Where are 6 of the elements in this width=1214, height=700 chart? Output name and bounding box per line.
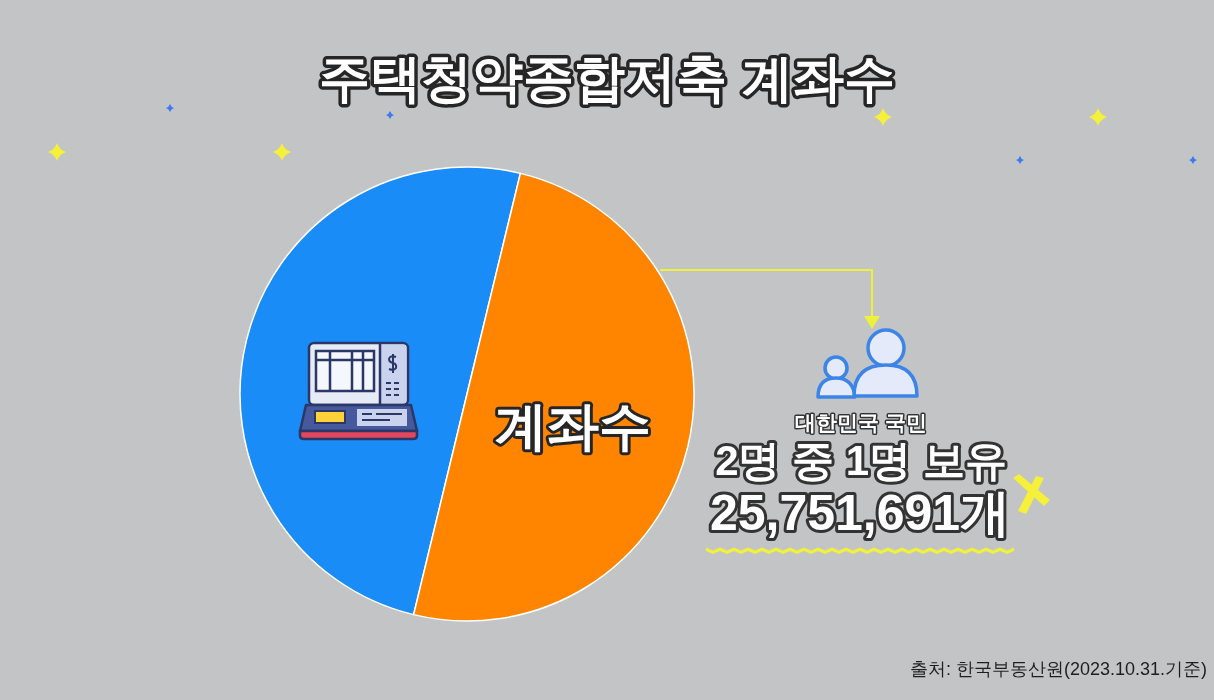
annotation: 2명 중 1명 보유 — [715, 436, 1007, 484]
annotation: 25,751,691개 — [709, 485, 1011, 541]
source: 출처: 한국부동산원(2023.10.31.기준) — [909, 659, 1207, 679]
title: 주택청약종합저축 계좌수 — [319, 49, 895, 107]
slice-label: 계좌수 — [494, 396, 651, 455]
annotation: 대한민국 국민 — [795, 410, 927, 434]
